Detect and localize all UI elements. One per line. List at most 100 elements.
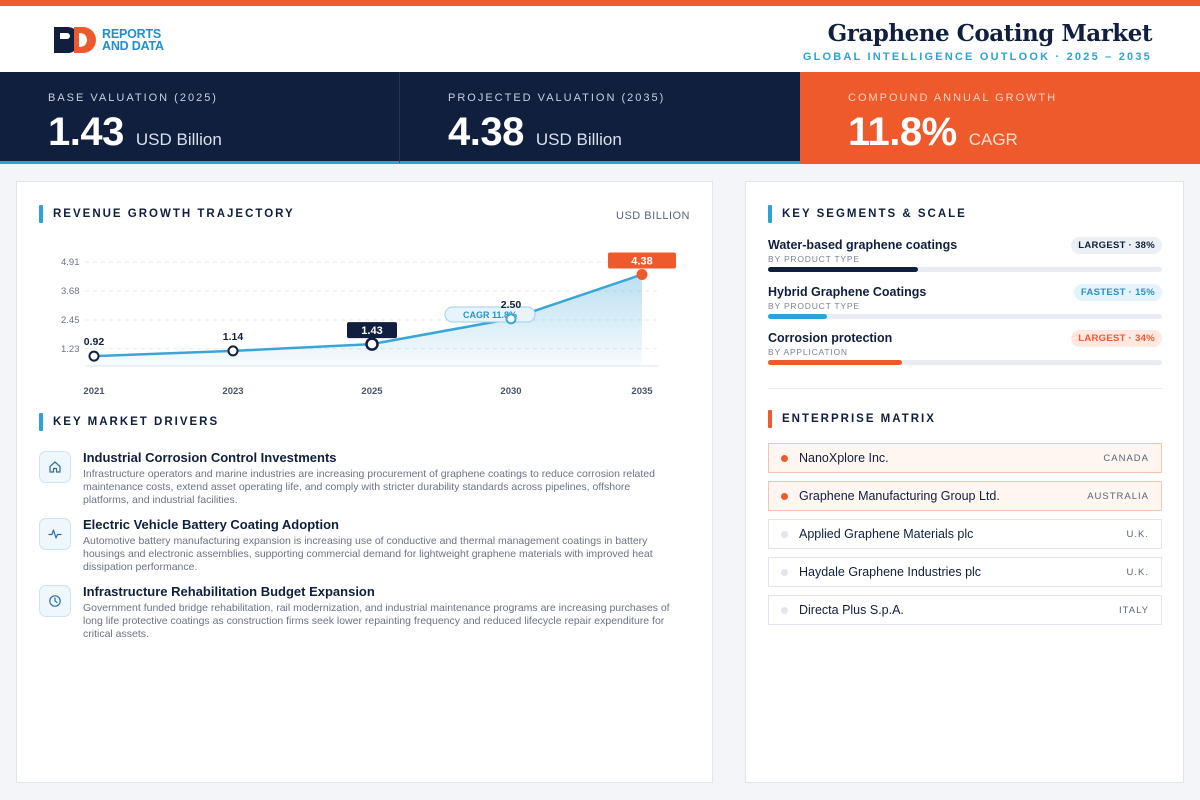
company-row[interactable]: Applied Graphene Materials plc U.K. <box>768 519 1162 549</box>
company-name: Haydale Graphene Industries plc <box>799 565 982 579</box>
status-dot <box>781 492 788 500</box>
section-accent-bar <box>39 205 43 223</box>
logo-icon <box>54 27 98 53</box>
section-accent-bar <box>768 205 772 223</box>
company-name: Applied Graphene Materials plc <box>799 527 974 541</box>
segments-list: Water-based graphene coatings BY PRODUCT… <box>768 237 1162 378</box>
company-name: Graphene Manufacturing Group Ltd. <box>799 489 1000 503</box>
logo-text: REPORTS AND DATA <box>102 27 164 53</box>
kpi-unit: USD Billion <box>535 130 622 149</box>
drivers-list: Industrial Corrosion Control Investments… <box>39 450 679 651</box>
top-accent-strip <box>0 0 1200 6</box>
logo-line-2: AND DATA <box>102 39 164 53</box>
kpi-cagr: COMPOUND ANNUAL GROWTH 11.8% CAGR <box>800 72 1200 164</box>
x-tick-label: 2021 <box>83 386 105 397</box>
data-point <box>636 268 648 280</box>
company-row[interactable]: Haydale Graphene Industries plc U.K. <box>768 557 1162 587</box>
kpi-bar: BASE VALUATION (2025) 1.43 USD Billion P… <box>0 72 1200 164</box>
status-dot <box>781 606 788 614</box>
segment-share-track <box>768 360 1162 365</box>
title-block: Graphene Coating Market GLOBAL INTELLIGE… <box>803 20 1153 63</box>
data-label: 1.14 <box>223 331 244 343</box>
segment-category: BY APPLICATION <box>768 347 848 357</box>
data-label: 0.92 <box>84 336 105 348</box>
status-dot <box>781 568 788 576</box>
segment-name: Hybrid Graphene Coatings <box>768 284 927 299</box>
status-dot <box>781 530 788 538</box>
kpi-label: COMPOUND ANNUAL GROWTH <box>848 92 1058 104</box>
driver-description: Automotive battery manufacturing expansi… <box>83 535 653 573</box>
segment-badge: FASTEST · 15% <box>1073 283 1162 301</box>
data-point <box>227 345 239 357</box>
kpi-value: 4.38 <box>448 110 524 154</box>
clock-icon <box>39 585 71 617</box>
segment-category: BY PRODUCT TYPE <box>768 254 860 264</box>
data-label-box <box>347 322 397 339</box>
company-country: U.K. <box>1126 566 1149 578</box>
segment-share-fill <box>768 267 918 272</box>
segment-share-track <box>768 267 1162 272</box>
page-title: Graphene Coating Market <box>827 20 1153 47</box>
kpi-unit: CAGR <box>968 130 1018 149</box>
revenue-unit-label: USD BILLION <box>616 210 690 222</box>
segment-item: Corrosion protection BY APPLICATION LARG… <box>768 330 1162 378</box>
segments-section-header: KEY SEGMENTS & SCALE <box>768 205 967 223</box>
right-panel: KEY SEGMENTS & SCALE Water-based graphen… <box>745 181 1184 783</box>
cagr-annotation: CAGR 11.8% <box>463 310 517 320</box>
drivers-section-title: KEY MARKET DRIVERS <box>53 416 220 428</box>
data-point <box>365 337 379 351</box>
revenue-section-header: REVENUE GROWTH TRAJECTORY <box>39 205 295 223</box>
kpi-base-valuation: BASE VALUATION (2025) 1.43 USD Billion <box>0 72 400 164</box>
company-country: CANADA <box>1103 452 1149 464</box>
segments-section-title: KEY SEGMENTS & SCALE <box>782 208 967 220</box>
home-icon <box>39 451 71 483</box>
company-row[interactable]: Graphene Manufacturing Group Ltd. AUSTRA… <box>768 481 1162 511</box>
x-tick-label: 2030 <box>500 386 521 397</box>
company-name: NanoXplore Inc. <box>799 451 889 465</box>
y-tick-label: 2.45 <box>61 315 80 326</box>
y-tick-label: 1.23 <box>61 344 80 355</box>
segment-category: BY PRODUCT TYPE <box>768 300 860 311</box>
kpi-label: PROJECTED VALUATION (2035) <box>448 92 666 104</box>
drivers-section-header: KEY MARKET DRIVERS <box>39 413 219 431</box>
data-label: 2.50 <box>501 299 522 311</box>
driver-description: Government funded bridge rehabilitation,… <box>83 602 670 640</box>
driver-title: Infrastructure Rehabilitation Budget Exp… <box>83 584 375 599</box>
company-row[interactable]: Directa Plus S.p.A. ITALY <box>768 595 1162 625</box>
driver-title: Industrial Corrosion Control Investments <box>83 450 337 465</box>
segment-badge: LARGEST · 34% <box>1071 330 1162 347</box>
section-divider <box>768 388 1162 389</box>
driver-item: Industrial Corrosion Control Investments… <box>39 450 679 507</box>
matrix-section-title: ENTERPRISE MATRIX <box>782 413 936 425</box>
header: REPORTS AND DATA Graphene Coating Market… <box>0 6 1200 72</box>
enterprise-matrix: NanoXplore Inc. CANADA Graphene Manufact… <box>768 443 1162 633</box>
left-panel: REVENUE GROWTH TRAJECTORY USD BILLION 1.… <box>16 181 713 783</box>
x-tick-label: 2025 <box>361 386 383 397</box>
data-label-box <box>608 252 676 269</box>
data-label: 4.38 <box>631 255 652 267</box>
segment-item: Hybrid Graphene Coatings BY PRODUCT TYPE… <box>768 283 1162 332</box>
y-tick-label: 3.68 <box>61 286 80 297</box>
y-tick-label: 4.91 <box>61 257 80 268</box>
kpi-projected-valuation: PROJECTED VALUATION (2035) 4.38 USD Bill… <box>400 72 800 164</box>
section-accent-bar <box>39 413 43 431</box>
brand-logo[interactable]: REPORTS AND DATA <box>54 27 164 53</box>
revenue-section-title: REVENUE GROWTH TRAJECTORY <box>53 208 295 220</box>
section-accent-bar <box>768 410 772 428</box>
segment-name: Water-based graphene coatings <box>768 238 958 252</box>
driver-description: Infrastructure operators and marine indu… <box>83 468 655 506</box>
company-country: U.K. <box>1126 528 1149 540</box>
company-row[interactable]: NanoXplore Inc. CANADA <box>768 443 1162 473</box>
x-tick-label: 2023 <box>222 386 243 397</box>
driver-title: Electric Vehicle Battery Coating Adoptio… <box>83 517 339 532</box>
logo-line-1: REPORTS <box>102 27 162 41</box>
revenue-chart: 1.23 2.45 3.68 4.91 CAGR 11.8% 0.92 2021 1.14 20… <box>61 252 676 397</box>
company-country: ITALY <box>1119 604 1149 616</box>
series-area <box>94 274 642 366</box>
driver-item: Infrastructure Rehabilitation Budget Exp… <box>39 584 679 641</box>
company-country: AUSTRALIA <box>1087 490 1149 502</box>
segment-share-fill <box>768 360 902 365</box>
driver-item: Electric Vehicle Battery Coating Adoptio… <box>39 517 679 574</box>
status-dot <box>781 454 788 462</box>
x-tick-label: 2035 <box>631 386 653 397</box>
